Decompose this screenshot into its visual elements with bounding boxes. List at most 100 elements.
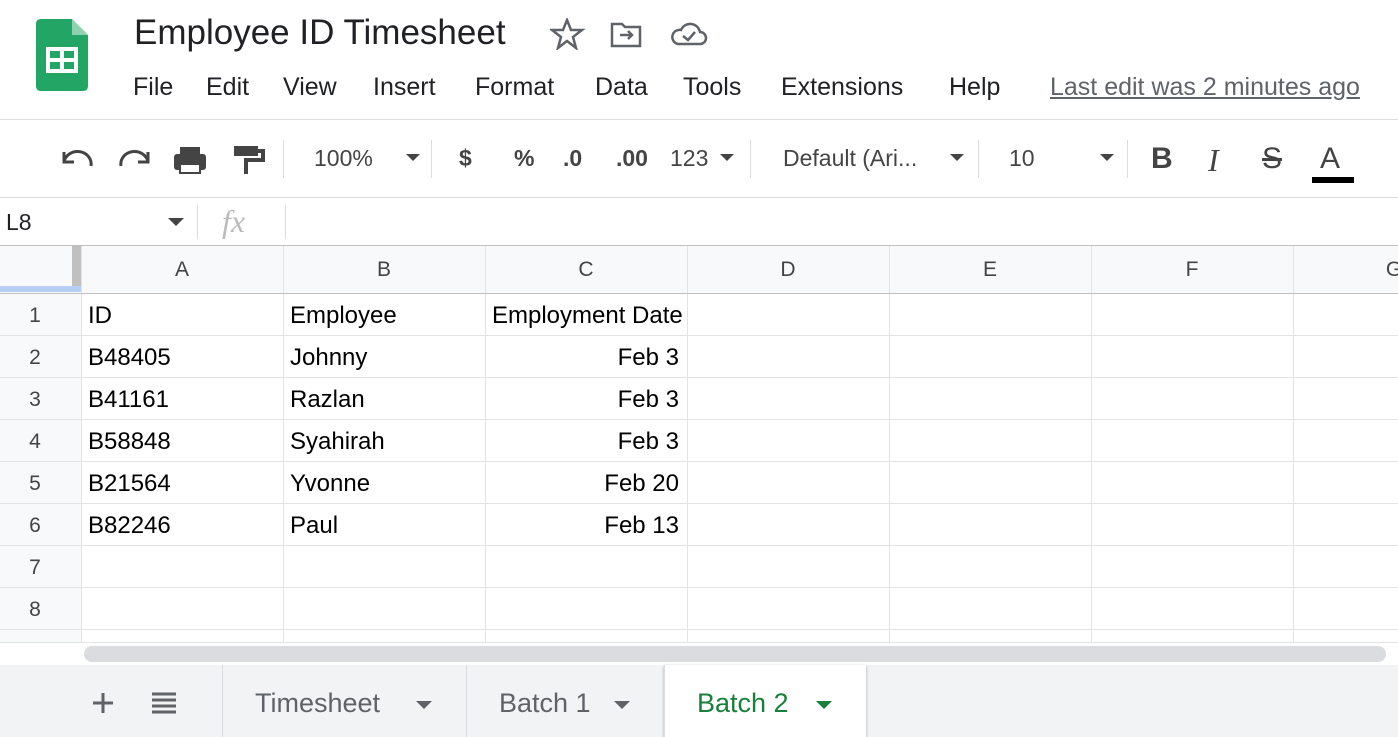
last-edit[interactable]: Last edit was 2 minutes ago (1050, 73, 1360, 101)
formula-bar-border (0, 245, 1398, 246)
cell[interactable]: B41161 (88, 386, 169, 413)
cell[interactable]: ID (88, 302, 112, 329)
dropdown-arrow[interactable] (720, 154, 734, 161)
sheet-tab[interactable] (664, 665, 866, 737)
column-header[interactable]: G (1385, 258, 1398, 281)
menu-item[interactable]: Edit (206, 73, 250, 101)
cell[interactable]: B21564 (88, 470, 171, 497)
cell[interactable]: Feb 3 (617, 344, 679, 371)
row-header[interactable]: 6 (29, 514, 41, 537)
grid-line (0, 377, 1398, 378)
cell[interactable]: Razlan (290, 386, 365, 413)
menu-item[interactable]: File (133, 73, 174, 101)
column-header-bg (0, 246, 1398, 294)
cell[interactable]: Paul (290, 512, 339, 539)
formula-separator (285, 205, 286, 239)
toolbar-icons[interactable] (58, 140, 268, 180)
dropdown-arrow (168, 218, 184, 226)
toolbar-top-border (0, 119, 1398, 120)
cell[interactable]: B48405 (88, 344, 171, 371)
cell[interactable]: Feb 3 (617, 386, 679, 413)
menu-item[interactable]: Help (949, 73, 1001, 101)
toolbar-more-formats[interactable]: 123 (670, 145, 709, 171)
toolbar-decrease-decimal[interactable]: .0 (563, 145, 583, 171)
add-sheet-icon[interactable] (92, 692, 114, 714)
scrollbar-thumb[interactable] (84, 646, 1386, 662)
dropdown-arrow[interactable] (416, 701, 432, 709)
toolbar-strikethrough[interactable]: S (1262, 142, 1283, 175)
cell[interactable]: Syahirah (290, 428, 385, 455)
dropdown-arrow[interactable] (406, 154, 420, 161)
grid-line (0, 587, 1398, 588)
grid-line (0, 461, 1398, 462)
grid-line (0, 335, 1398, 336)
sheet-tab-label[interactable]: Timesheet (255, 688, 381, 718)
cell[interactable]: Feb 13 (604, 512, 679, 539)
cell[interactable]: Feb 20 (604, 470, 679, 497)
toolbar-font[interactable]: Default (Ari... (783, 145, 918, 171)
toolbar-bold[interactable]: B (1151, 142, 1173, 175)
toolbar-text-color[interactable]: A (1320, 142, 1341, 175)
fx-label: fx (222, 203, 246, 239)
grid-line (1091, 246, 1092, 642)
menu-item[interactable]: Insert (373, 73, 436, 101)
row-header[interactable]: 8 (29, 598, 41, 621)
toolbar-currency[interactable]: $ (459, 145, 472, 171)
grid-line (485, 246, 486, 642)
toolbar-separator (750, 140, 751, 178)
cell[interactable]: Yvonne (290, 470, 371, 497)
toolbar-font-size[interactable]: 10 (1009, 145, 1035, 171)
column-header[interactable]: C (578, 258, 594, 281)
grid-line (889, 246, 890, 642)
menu-item[interactable]: View (283, 73, 337, 101)
row-header[interactable]: 3 (29, 388, 41, 411)
column-header[interactable]: A (174, 258, 189, 281)
title-icons[interactable] (550, 18, 720, 50)
toolbar-separator (431, 140, 432, 178)
column-header[interactable]: F (1185, 258, 1199, 281)
cell[interactable]: B82246 (88, 512, 171, 539)
corner-bar (72, 246, 81, 288)
grid-line (687, 246, 688, 642)
grid-line (0, 419, 1398, 420)
title: Employee ID Timesheet (134, 13, 506, 52)
row-header[interactable]: 2 (29, 346, 41, 369)
cell[interactable]: Feb 3 (617, 428, 679, 455)
row-header[interactable]: 4 (29, 430, 41, 453)
row-header[interactable]: 7 (29, 556, 41, 579)
sheet-tab[interactable] (466, 665, 664, 737)
text-color-bar (1312, 177, 1354, 183)
sheet-tab[interactable] (222, 665, 466, 737)
cell[interactable]: Employment Date (492, 302, 683, 329)
menu-item[interactable]: Data (595, 73, 648, 101)
all-sheets-icon[interactable] (151, 692, 177, 714)
toolbar-italic[interactable]: I (1208, 142, 1219, 178)
toolbar-zoom[interactable]: 100% (314, 145, 373, 171)
sheets-logo[interactable] (36, 19, 88, 91)
cell[interactable]: B58848 (88, 428, 171, 455)
toolbar-percent[interactable]: % (514, 145, 535, 171)
row-header[interactable]: 1 (29, 304, 41, 327)
column-header[interactable]: E (982, 258, 997, 281)
column-header[interactable]: B (376, 258, 391, 281)
toolbar-increase-decimal[interactable]: .00 (616, 145, 648, 171)
menu-item[interactable]: Tools (683, 73, 742, 101)
dropdown-arrow[interactable] (950, 154, 964, 161)
dropdown-arrow[interactable] (816, 701, 832, 709)
sheet-tab-label[interactable]: Batch 1 (499, 688, 591, 718)
dropdown-arrow[interactable] (614, 701, 630, 709)
name-box[interactable]: L8 (6, 209, 32, 235)
column-header[interactable]: D (780, 258, 796, 281)
cell[interactable]: Johnny (290, 344, 368, 371)
menu-item[interactable]: Format (475, 73, 555, 101)
sheet-tab-label[interactable]: Batch 2 (697, 688, 789, 718)
dropdown-arrow[interactable] (1100, 154, 1114, 161)
toolbar-separator (283, 140, 284, 178)
row-header[interactable]: 5 (29, 472, 41, 495)
menu-item[interactable]: Extensions (781, 73, 904, 101)
grid-line (283, 246, 284, 642)
row-header-bg (0, 246, 81, 642)
toolbar-separator (1127, 140, 1128, 178)
cell[interactable]: Employee (290, 302, 397, 329)
